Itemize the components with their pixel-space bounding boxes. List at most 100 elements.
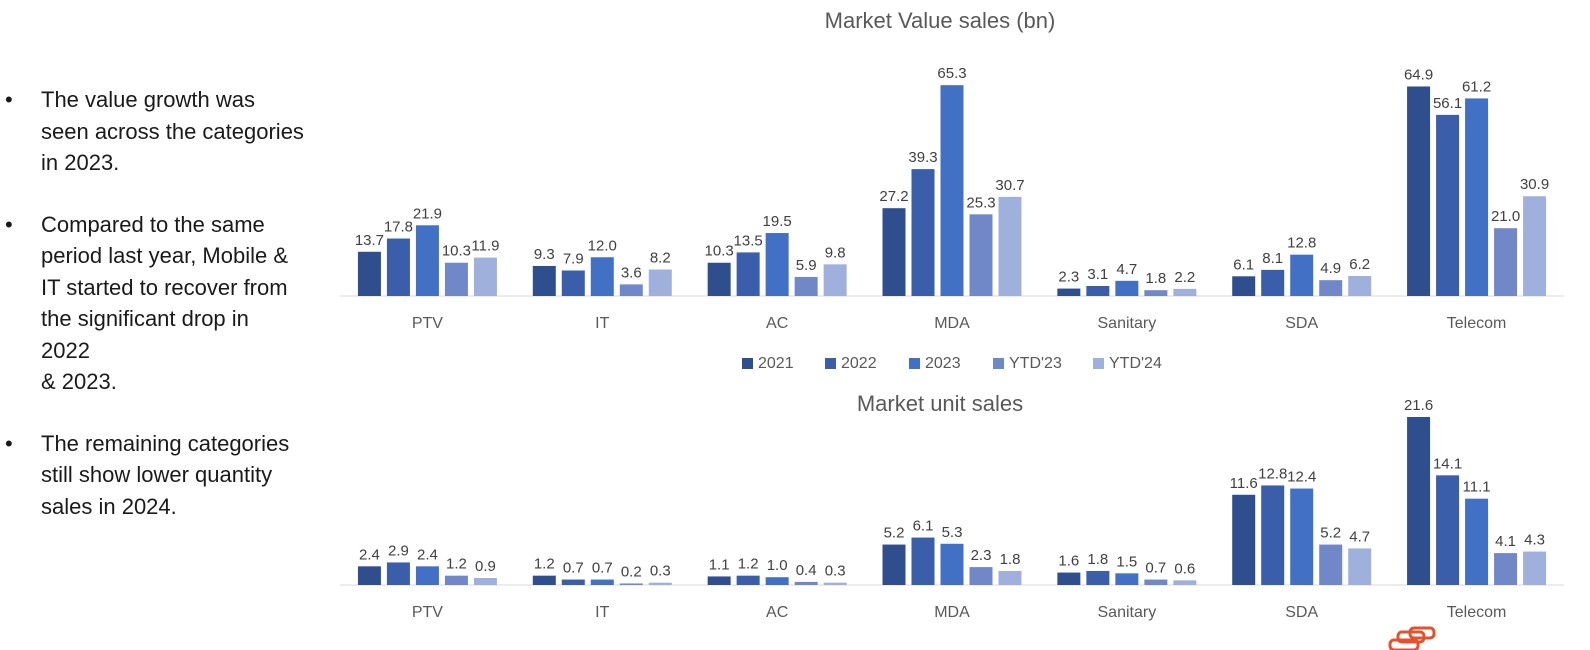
unit-data-label-sda-2022: 12.8 (1258, 465, 1287, 482)
legend-swatch-ytd-23 (993, 358, 1004, 369)
value-category-label-sda: SDA (1285, 315, 1318, 332)
unit-data-label-telecom-2022: 14.1 (1433, 455, 1462, 472)
legend-label-ytd-24: YTD'24 (1109, 355, 1162, 372)
unit-bar-ac-ytd-23 (794, 581, 818, 585)
unit-bar-it-2021 (532, 575, 556, 585)
unit-category-label-sda: SDA (1285, 604, 1318, 621)
legend-swatch-2021 (742, 358, 753, 369)
value-bar-sda-2022 (1261, 269, 1285, 296)
unit-data-label-it-ytd-24: 0.3 (650, 563, 671, 580)
value-bar-sanitary-ytd-23 (1144, 290, 1168, 296)
value-data-label-sda-ytd-24: 6.2 (1349, 256, 1370, 273)
value-bar-telecom-2022 (1436, 114, 1460, 297)
unit-bar-telecom-2023 (1465, 498, 1489, 585)
value-bar-ptv-ytd-24 (473, 257, 497, 296)
corner-logo-fragment (1388, 626, 1436, 650)
unit-bar-sda-2022 (1261, 485, 1285, 585)
unit-data-label-sda-ytd-24: 4.7 (1349, 528, 1370, 545)
value-data-label-it-2022: 7.9 (563, 250, 584, 267)
value-data-label-mda-2023: 65.3 (937, 65, 966, 82)
unit-bar-telecom-ytd-24 (1523, 551, 1547, 585)
unit-bar-telecom-2022 (1436, 475, 1460, 585)
value-data-label-ptv-2022: 17.8 (384, 219, 413, 236)
value-data-label-ac-2023: 19.5 (763, 213, 792, 230)
value-data-label-ptv-2023: 21.9 (413, 205, 442, 222)
legend-swatch-2023 (909, 358, 920, 369)
value-bar-it-2021 (532, 265, 556, 296)
unit-category-label-mda: MDA (934, 604, 970, 621)
value-data-label-telecom-2022: 56.1 (1433, 95, 1462, 112)
unit-data-label-ac-ytd-23: 0.4 (796, 562, 817, 579)
value-data-label-telecom-2021: 64.9 (1404, 66, 1433, 83)
unit-bar-sda-2021 (1232, 494, 1256, 585)
value-data-label-sda-2021: 6.1 (1233, 256, 1254, 273)
bullet-text: The value growth was seen across the cat… (41, 87, 304, 175)
logo-stroke (1388, 638, 1420, 650)
unit-bar-ptv-2021 (357, 566, 381, 585)
value-bar-mda-2023 (940, 85, 964, 296)
value-data-label-it-ytd-24: 8.2 (650, 250, 671, 267)
legend-label-2021: 2021 (758, 355, 794, 372)
value-data-label-mda-2021: 27.2 (879, 188, 908, 205)
value-bar-sanitary-2021 (1057, 288, 1081, 296)
unit-data-label-sanitary-2022: 1.8 (1087, 551, 1108, 568)
unit-data-label-ac-2021: 1.1 (709, 556, 730, 573)
unit-bar-mda-2021 (882, 544, 906, 585)
unit-bar-ptv-2023 (415, 566, 439, 585)
unit-bar-telecom-2021 (1407, 417, 1431, 585)
unit-bar-ptv-2022 (386, 562, 410, 585)
unit-data-label-ptv-2022: 2.9 (388, 542, 409, 559)
legend-swatch-2022 (825, 358, 836, 369)
unit-bar-sanitary-ytd-23 (1144, 579, 1168, 585)
value-bar-ptv-2021 (357, 251, 381, 296)
unit-data-label-ac-2022: 1.2 (738, 556, 759, 573)
unit-data-label-mda-2022: 6.1 (913, 518, 934, 535)
value-bar-sda-2021 (1232, 276, 1256, 296)
value-data-label-it-2023: 12.0 (588, 237, 617, 254)
value-bar-ptv-2022 (386, 238, 410, 296)
unit-data-label-telecom-ytd-23: 4.1 (1495, 533, 1516, 550)
unit-bar-it-2022 (561, 579, 585, 585)
value-bar-telecom-2021 (1407, 86, 1431, 296)
legend-label-ytd-23: YTD'23 (1009, 355, 1062, 372)
value-bar-sanitary-2022 (1086, 285, 1110, 296)
value-category-label-telecom: Telecom (1447, 315, 1507, 332)
value-data-label-sanitary-2022: 3.1 (1087, 266, 1108, 283)
unit-data-label-sanitary-2023: 1.5 (1116, 553, 1137, 570)
value-data-label-sanitary-2021: 2.3 (1058, 269, 1079, 286)
unit-bar-mda-ytd-24 (998, 571, 1022, 585)
value-data-label-ac-2022: 13.5 (734, 232, 763, 249)
unit-category-label-ptv: PTV (412, 604, 443, 621)
value-category-label-it: IT (595, 315, 609, 332)
value-bar-ac-ytd-23 (794, 276, 818, 296)
value-bar-telecom-ytd-23 (1494, 228, 1518, 296)
unit-data-label-sda-2023: 12.4 (1287, 469, 1316, 486)
value-data-label-ptv-2021: 13.7 (355, 232, 384, 249)
value-data-label-ptv-ytd-23: 10.3 (442, 243, 471, 260)
unit-data-label-it-2022: 0.7 (563, 560, 584, 577)
unit-bar-sda-2023 (1290, 488, 1314, 585)
value-data-label-sanitary-2023: 4.7 (1116, 261, 1137, 278)
bullet-item-value-growth: • The value growth was seen across the c… (0, 84, 340, 179)
unit-category-label-ac: AC (766, 604, 788, 621)
unit-category-label-telecom: Telecom (1447, 604, 1507, 621)
value-bar-telecom-ytd-24 (1523, 196, 1547, 296)
value-bar-mda-ytd-23 (969, 214, 993, 296)
unit-bar-it-2023 (590, 579, 614, 585)
value-bar-it-2023 (590, 257, 614, 296)
unit-data-label-ptv-ytd-23: 1.2 (446, 556, 467, 573)
value-data-label-telecom-2023: 61.2 (1462, 78, 1491, 95)
value-data-label-mda-ytd-23: 25.3 (966, 194, 995, 211)
unit-bar-ac-2023 (765, 577, 789, 585)
unit-bar-it-ytd-24 (648, 582, 672, 585)
unit-data-label-telecom-2023: 11.1 (1463, 479, 1491, 496)
unit-data-label-sda-2021: 11.6 (1230, 475, 1258, 492)
value-data-label-ac-ytd-24: 9.8 (825, 244, 846, 261)
value-bar-ac-2022 (736, 252, 760, 296)
value-data-label-mda-2022: 39.3 (908, 149, 937, 166)
value-category-label-ptv: PTV (412, 315, 443, 332)
value-category-label-mda: MDA (934, 315, 970, 332)
unit-data-label-sanitary-ytd-23: 0.7 (1145, 560, 1166, 577)
legend-swatch-ytd-24 (1093, 358, 1104, 369)
